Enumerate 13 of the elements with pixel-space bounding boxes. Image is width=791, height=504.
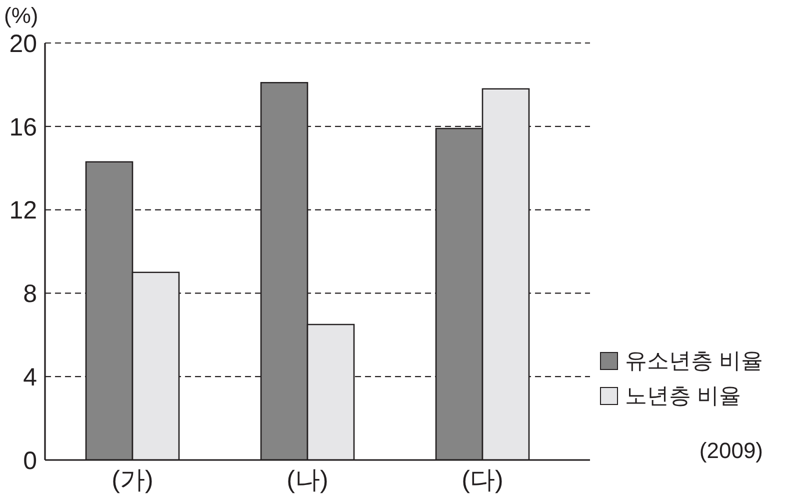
- legend-label: 노년층 비율: [625, 382, 742, 410]
- y-tick-label: 4: [23, 363, 38, 392]
- legend-label: 유소년층 비율: [625, 346, 764, 374]
- y-tick-label: 8: [23, 280, 37, 308]
- x-tick-label: (다): [462, 466, 504, 494]
- x-tick-label: (나): [286, 466, 328, 494]
- text: (2009): [699, 438, 763, 463]
- y-tick-label: 16: [9, 113, 37, 142]
- x-tick-label: (가): [112, 466, 154, 494]
- y-tick-label: 20: [9, 30, 37, 58]
- y-tick-label: 0: [23, 446, 37, 475]
- y-axis-title: (%): [4, 3, 38, 28]
- y-tick-label: 12: [9, 196, 37, 225]
